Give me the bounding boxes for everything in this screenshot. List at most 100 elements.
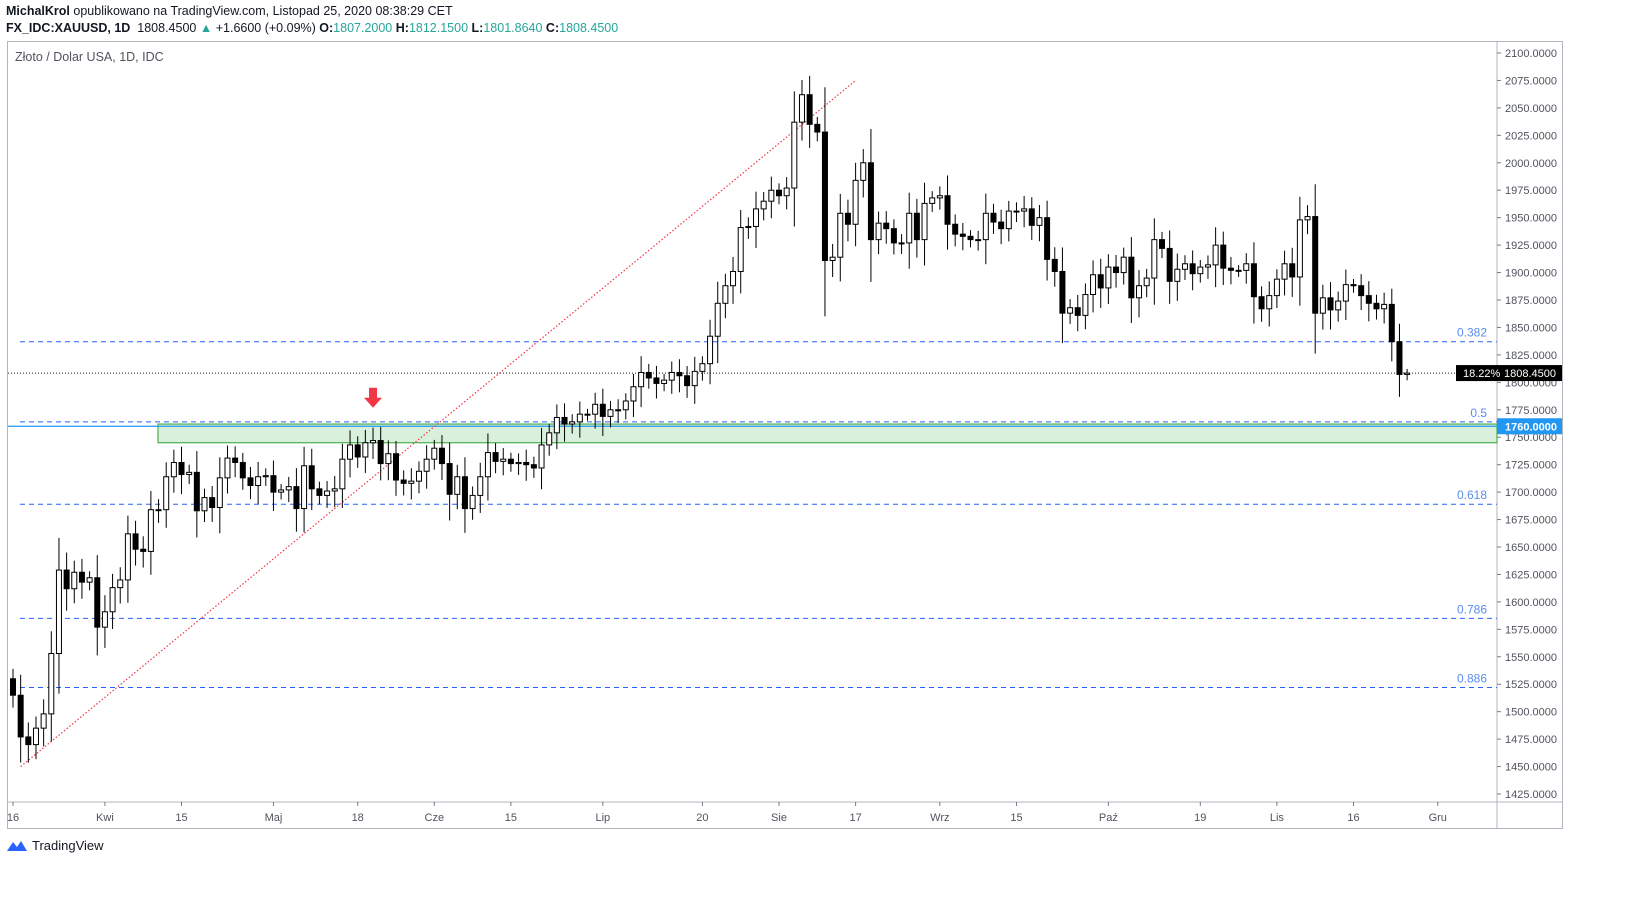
candle-body [1250,263,1257,298]
y-tick-label: 1425.0000 [1505,789,1557,801]
y-tick-label: 1575.0000 [1505,624,1557,636]
candle-body [1028,208,1035,226]
candle-body [730,270,737,287]
candle-body [852,179,859,225]
last-price-pct: 18.22% [1463,368,1501,380]
candle-body [1266,295,1273,310]
candle-body [523,461,530,466]
candle-body [1342,284,1349,302]
candle-body [331,488,338,492]
open-label: O: [319,21,334,35]
candle-body [1335,300,1342,311]
y-tick-label: 1775.0000 [1505,405,1557,417]
candle-body [714,302,721,337]
x-tick-label: 19 [1194,812,1206,824]
candle-body [492,452,499,462]
candle-body [354,444,361,458]
candle-body [944,195,951,225]
x-tick-label: Gru [1429,812,1447,824]
candle-body [921,202,928,241]
y-tick-label: 1875.0000 [1505,295,1557,307]
y-tick-label: 2050.0000 [1505,103,1557,115]
close-value: 1808.4500 [559,21,619,35]
candle-body [362,442,369,458]
candle-body [630,386,637,402]
candle-body [270,475,277,493]
chart-frame [7,41,1563,829]
candle-body [94,577,101,628]
candle-body [982,212,989,241]
candle-body [201,497,208,512]
y-tick-label: 1750.0000 [1505,432,1557,444]
candle-body [1151,239,1158,279]
candle-body [186,471,193,476]
candle-body [1082,294,1089,316]
candle-body [707,335,714,365]
support-price-label: 1760.0000 [1505,421,1557,433]
candle-body [1235,269,1242,272]
candle-body [561,416,568,425]
tradingview-logo[interactable]: TradingView [6,838,104,853]
candle-body [1327,297,1334,311]
candle-body [753,208,760,227]
candle-body [936,195,943,199]
candle-body [285,486,292,491]
x-tick-label: Paź [1099,812,1118,824]
candle-body [1258,296,1265,310]
candle-body [844,212,851,225]
candle-body [477,476,484,496]
x-tick-label: 18 [352,812,364,824]
trend-line [20,79,856,768]
x-tick-label: 15 [505,812,517,824]
candle-body [653,377,660,384]
candle-body [132,533,139,550]
candle-body [216,477,223,508]
candle-body [990,212,997,223]
candle-body [347,444,354,460]
candle-body [1350,284,1357,287]
candle-body [1212,244,1219,266]
candle-body [691,370,698,387]
candle-body [975,239,982,242]
candle-body [553,416,560,434]
candle-body [1388,303,1395,343]
candle-body [1365,295,1372,304]
y-tick-label: 1925.0000 [1505,240,1557,252]
candle-body [117,579,124,589]
y-tick-label: 1950.0000 [1505,213,1557,225]
y-tick-label: 1975.0000 [1505,185,1557,197]
candle-body [170,461,177,478]
candle-body [615,409,622,412]
candle-body [791,121,798,189]
up-triangle-icon: ▲ [199,21,213,35]
candle-body [1404,372,1411,375]
y-tick-label: 1825.0000 [1505,350,1557,362]
candle-body [645,371,652,379]
candle-body [538,444,545,469]
candle-body [1319,297,1326,314]
candle-body [1120,256,1127,274]
candle-body [1281,263,1288,280]
candle-body [768,189,775,202]
last-price: 1808.4500 [137,21,197,35]
candle-body [500,458,507,462]
fib-level-label: 0.5 [1470,406,1487,420]
y-tick-label: 1525.0000 [1505,679,1557,691]
candle-body [1159,239,1165,249]
candle-body [860,162,867,181]
x-tick-label: 15 [1010,812,1022,824]
candle-body [883,222,890,230]
author[interactable]: MichalKrol [6,4,70,18]
candle-body [684,375,691,387]
candle-body [913,212,920,241]
candle-body [178,461,185,476]
candle-body [86,577,93,583]
candle-body [1396,341,1403,375]
candle-body [308,465,315,490]
candle-body [584,413,591,416]
candle-body [1013,210,1020,213]
y-tick-label: 1550.0000 [1505,652,1557,664]
candle-body [1113,266,1120,274]
candle-body [163,476,170,511]
